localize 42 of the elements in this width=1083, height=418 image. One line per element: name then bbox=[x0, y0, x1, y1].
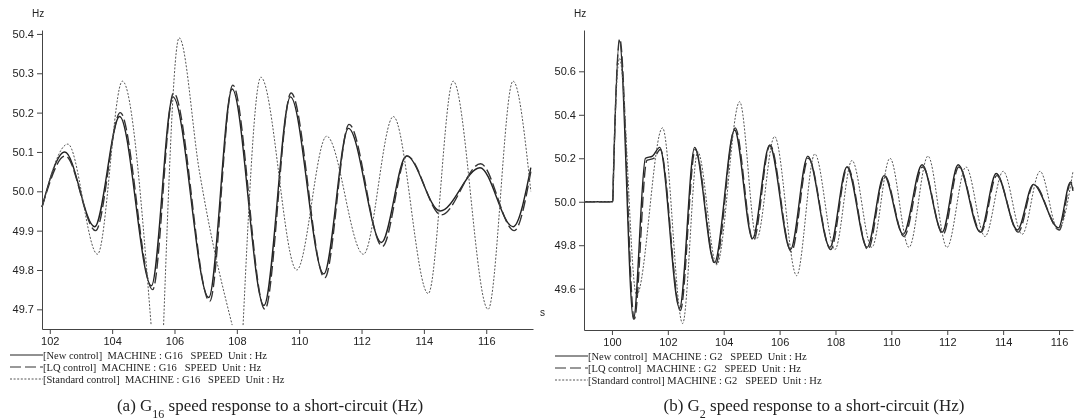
x-axis-title: s bbox=[540, 307, 545, 318]
y-tick-label: 50.2 bbox=[12, 106, 34, 119]
y-tick-label: 49.7 bbox=[12, 303, 34, 316]
y-axis-title: Hz bbox=[32, 8, 45, 19]
legend-label: [LQ control] MACHINE : G2 SPEED Unit : Hz bbox=[588, 363, 802, 374]
x-tick-label: 106 bbox=[165, 334, 185, 347]
x-tick-label: 102 bbox=[41, 334, 60, 347]
legend-label: [New control] MACHINE : G16 SPEED Unit : Hz bbox=[43, 350, 268, 361]
x-tick-label: 116 bbox=[477, 334, 496, 347]
legend-label: [New control] MACHINE : G2 SPEED Unit : Hz bbox=[588, 351, 808, 362]
x-tick-label: 116 bbox=[1050, 335, 1069, 348]
x-tick-label: 110 bbox=[290, 334, 309, 347]
x-tick-label: 108 bbox=[228, 334, 247, 347]
x-tick-label: 112 bbox=[353, 334, 371, 347]
x-tick-label: 110 bbox=[883, 335, 901, 348]
x-tick-label: 114 bbox=[994, 335, 1013, 348]
legend-label: [Standard control] MACHINE : G16 SPEED Unit : Hz bbox=[43, 374, 285, 385]
y-tick-label: 49.6 bbox=[554, 282, 576, 295]
y-tick-label: 49.8 bbox=[554, 239, 576, 252]
y-tick-label: 50.2 bbox=[554, 152, 576, 165]
y-tick-label: 50.3 bbox=[12, 67, 34, 80]
y-tick-label: 50.0 bbox=[12, 185, 34, 198]
x-tick-label: 114 bbox=[415, 334, 434, 347]
legend-label: [Standard control] MACHINE : G2 SPEED Unit : Hz bbox=[588, 375, 822, 386]
y-tick-label: 49.8 bbox=[12, 264, 34, 277]
x-tick-label: 108 bbox=[826, 335, 846, 348]
x-tick-label: 104 bbox=[715, 335, 734, 348]
legend-label: [LQ control] MACHINE : G16 SPEED Unit : Hz bbox=[43, 362, 262, 373]
x-tick-label: 106 bbox=[770, 335, 790, 348]
x-tick-label: 104 bbox=[103, 334, 122, 347]
x-tick-label: 102 bbox=[659, 335, 678, 348]
y-axis-title: Hz bbox=[574, 8, 587, 19]
x-tick-label: 100 bbox=[603, 335, 622, 348]
y-tick-label: 50.1 bbox=[12, 145, 34, 158]
text: (b) G$_{2}$ speed response to a short-circuit (Hz) bbox=[663, 396, 965, 418]
y-tick-label: 50.4 bbox=[12, 27, 34, 40]
y-tick-label: 50.0 bbox=[554, 195, 576, 208]
x-tick-label: 112 bbox=[938, 335, 957, 348]
y-tick-label: 50.4 bbox=[554, 108, 576, 121]
text: (a) G$_{16}$ speed response to a short-circuit (Hz) bbox=[116, 396, 424, 418]
y-tick-label: 49.9 bbox=[12, 224, 34, 237]
y-tick-label: 50.6 bbox=[554, 65, 576, 78]
